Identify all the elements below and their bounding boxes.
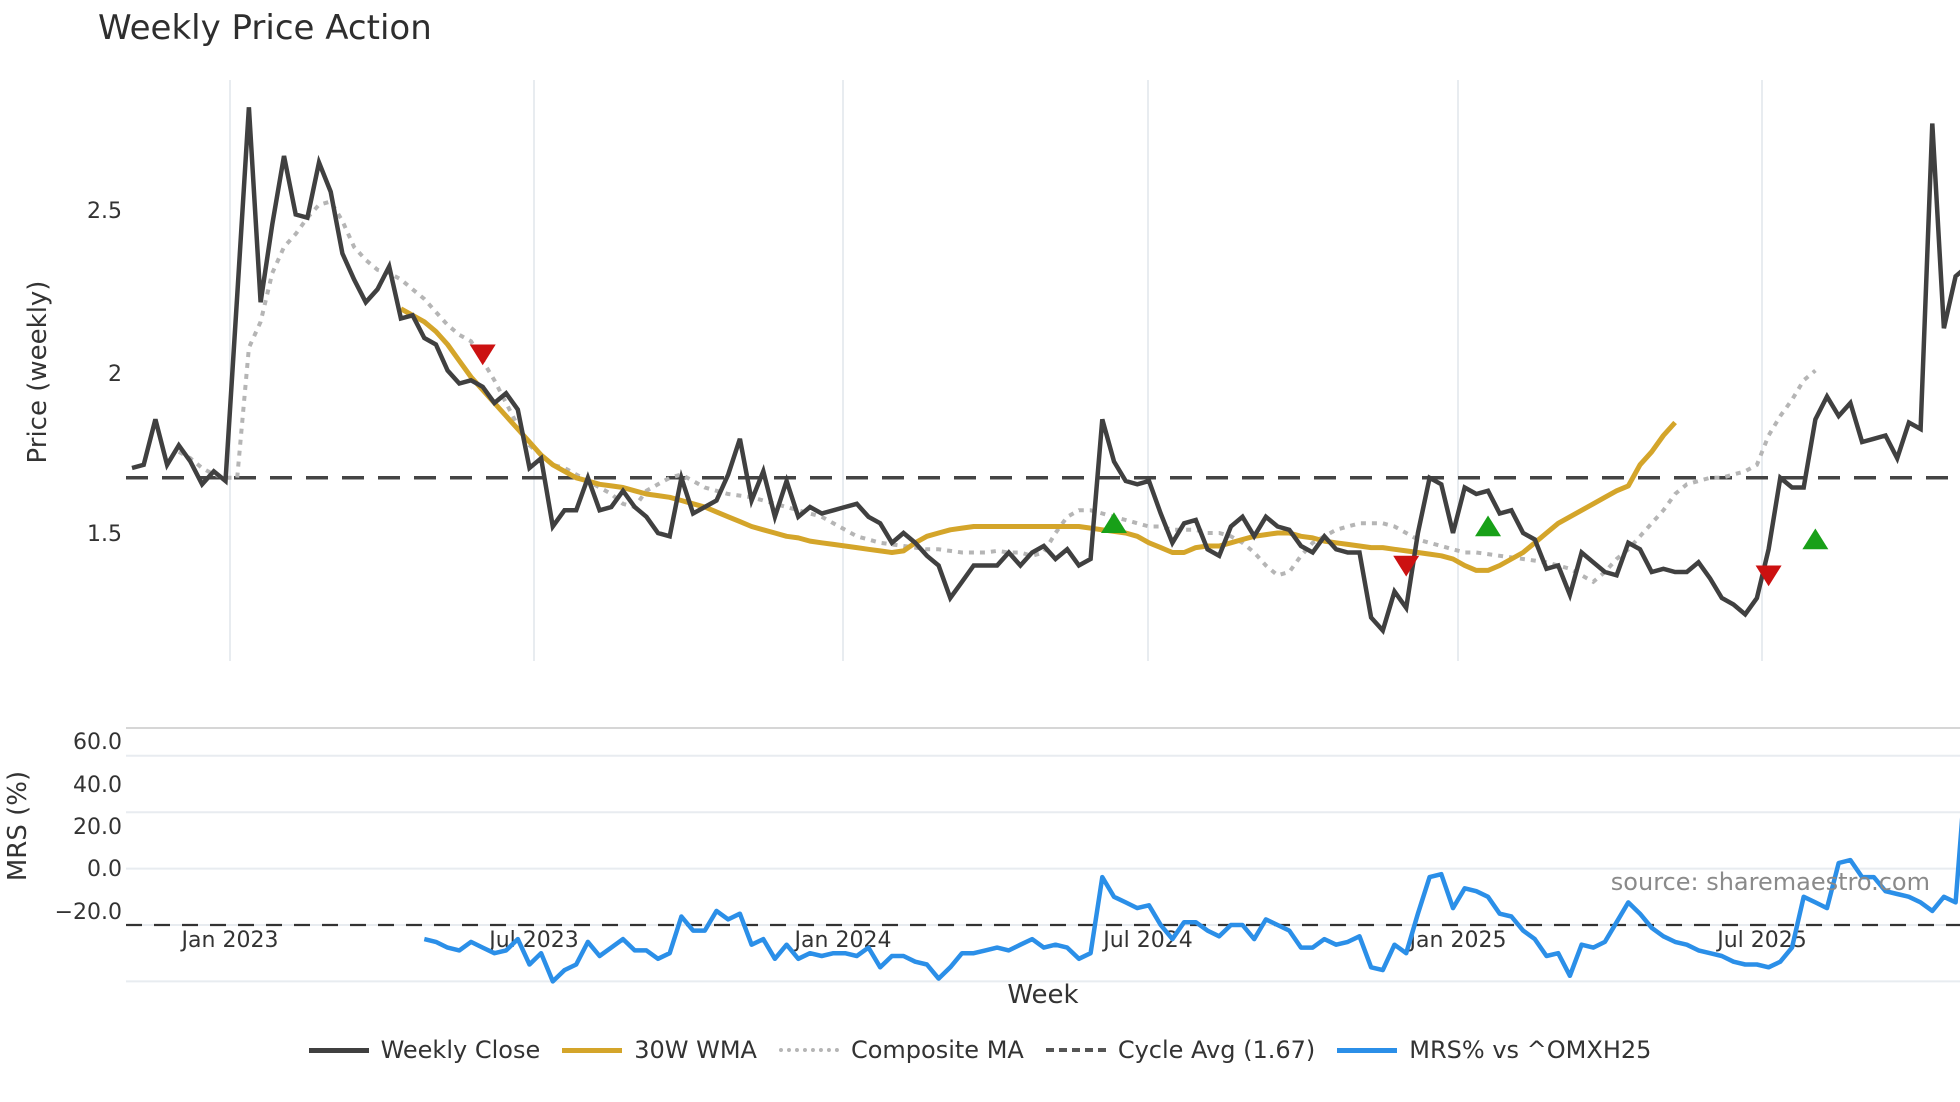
legend-item-30w-wma[interactable]: 30W WMA xyxy=(562,1036,757,1064)
legend-item-weekly-close[interactable]: Weekly Close xyxy=(308,1036,541,1064)
chart-title: Weekly Price Action xyxy=(98,8,432,48)
mrs-axis-title: MRS (%) xyxy=(3,771,33,881)
x-tick-jan-2025: Jan 2025 xyxy=(1408,928,1507,953)
legend-item-cycle-avg[interactable]: Cycle Avg (1.67) xyxy=(1045,1036,1316,1064)
x-tick-jan-2024: Jan 2024 xyxy=(793,928,892,953)
composite-swatch-icon xyxy=(778,1048,839,1052)
buy-signal-triangle-up-icon xyxy=(1802,528,1829,550)
sell-signal-triangle-down-icon xyxy=(469,344,496,366)
signal-markers xyxy=(469,344,1829,587)
mrs-tick-20: 20.0 xyxy=(73,815,122,840)
weekly-close-line xyxy=(131,107,1960,635)
x-axis-title: Week xyxy=(1007,980,1078,1010)
legend-label: Cycle Avg (1.67) xyxy=(1117,1036,1316,1064)
buy-signal-triangle-up-icon xyxy=(1475,515,1502,537)
weekly-close-swatch-icon xyxy=(308,1047,369,1053)
source-annotation: source: sharemaestro.com xyxy=(1611,868,1930,896)
price-tick-1.5: 1.5 xyxy=(87,522,122,547)
legend-label: Weekly Close xyxy=(380,1036,541,1064)
price-tick-2.5: 2.5 xyxy=(87,199,122,224)
price-axis-title: Price (weekly) xyxy=(23,281,53,464)
wma-30w-line xyxy=(399,306,1677,573)
x-tick-jan-2023: Jan 2023 xyxy=(180,928,279,953)
mrs-line xyxy=(423,817,1960,984)
legend-label: MRS% vs ^OMXH25 xyxy=(1409,1036,1652,1064)
mrs-tick-40: 40.0 xyxy=(73,773,122,798)
mrs-swatch-icon xyxy=(1337,1047,1398,1053)
mrs-tick-0: 0.0 xyxy=(87,857,122,882)
mrs-tick-60: 60.0 xyxy=(73,730,122,755)
legend: Weekly Close 30W WMA Composite MA Cycle … xyxy=(0,1036,1960,1064)
x-tick-jul-2023: Jul 2023 xyxy=(487,928,579,953)
buy-signal-triangle-up-icon xyxy=(1100,512,1127,533)
legend-item-composite-ma[interactable]: Composite MA xyxy=(778,1036,1024,1064)
legend-label: Composite MA xyxy=(850,1036,1024,1064)
sell-signal-triangle-down-icon xyxy=(1393,555,1420,577)
sell-signal-triangle-down-icon xyxy=(1755,565,1782,587)
mrs-gridlines xyxy=(126,754,1960,983)
price-gridlines xyxy=(229,80,1763,661)
cycle-swatch-icon xyxy=(1045,1048,1106,1052)
price-tick-2: 2 xyxy=(108,362,122,387)
wma-swatch-icon xyxy=(562,1047,623,1053)
legend-item-mrs[interactable]: MRS% vs ^OMXH25 xyxy=(1337,1036,1651,1064)
legend-label: 30W WMA xyxy=(634,1036,757,1064)
mrs-tick-minus20: −20.0 xyxy=(55,900,122,925)
